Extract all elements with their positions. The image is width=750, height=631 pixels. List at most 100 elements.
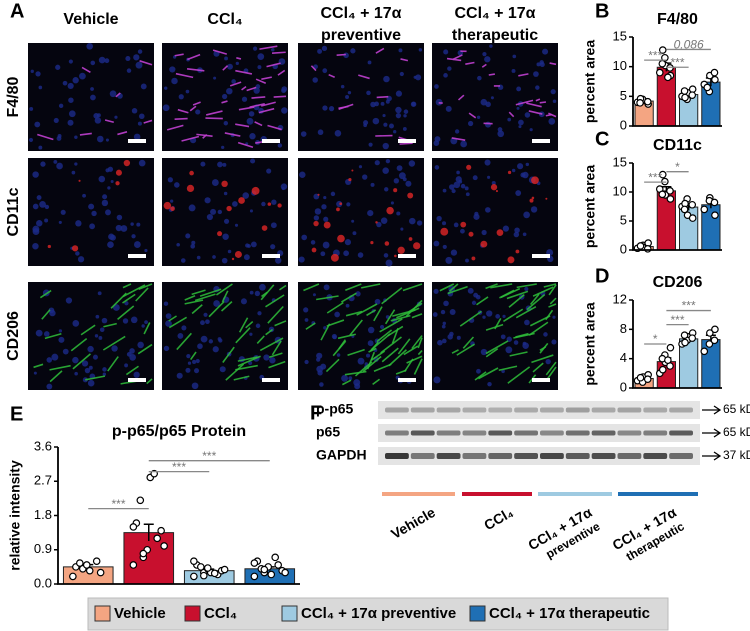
scale-bar [398,378,416,382]
stain [115,92,121,98]
nucleus [507,117,512,122]
nucleus [250,158,256,164]
significance-label: 0.086 [674,38,704,52]
stain [235,364,258,371]
row-label: CD206 [5,311,22,361]
y-tick-label: 10 [613,58,627,73]
nucleus [385,259,393,267]
stain [413,242,421,250]
nucleus [53,117,59,123]
blot-band [462,453,487,459]
stain [246,86,257,92]
stain [535,98,541,102]
stain [217,231,223,237]
stain [268,352,283,358]
nucleus [79,72,86,80]
nucleus [382,167,389,174]
nucleus [476,368,481,374]
stain [375,47,385,54]
nucleus [501,369,505,374]
stain [138,283,153,290]
stain [33,363,44,369]
blot-band [385,453,409,459]
nucleus [107,166,114,172]
nucleus [200,320,205,326]
nucleus [133,54,140,61]
stain [267,124,282,131]
nucleus [169,66,176,73]
y-tick-label: 0 [620,117,627,132]
nucleus [30,69,34,73]
nucleus [453,222,459,228]
nucleus [434,84,439,89]
nucleus [472,175,478,181]
nucleus [130,316,138,324]
stain [174,53,184,57]
nucleus [126,68,132,73]
stain [373,306,383,322]
stain [408,237,413,241]
nucleus [367,209,374,217]
panel-letter: D [595,265,609,287]
stain [125,365,139,376]
nucleus [223,218,230,224]
group-label: CCl₄ [481,504,516,533]
nucleus [515,190,522,196]
data-point [680,87,689,95]
nucleus [448,184,455,190]
nucleus [502,314,506,319]
nucleus [74,371,78,376]
nucleus [376,221,382,228]
nucleus [322,105,328,111]
nucleus [165,320,172,327]
scale-bar [532,378,550,382]
nucleus [223,191,228,196]
scale-bar [262,378,280,382]
nucleus [409,217,416,225]
data-point [129,523,138,531]
nucleus [399,71,404,77]
nucleus [300,131,307,137]
nucleus [523,211,530,219]
stain [337,333,356,340]
stain [137,343,153,355]
nucleus [467,120,474,127]
stain [229,81,242,87]
stain [234,250,242,258]
arrow [702,428,722,438]
significance-label: *** [670,313,684,327]
stain [184,299,204,305]
stain [446,57,462,62]
nucleus [443,300,449,307]
nucleus [535,85,540,90]
nucleus [481,229,487,236]
stain [237,355,261,367]
nucleus [35,71,41,77]
row-label: F4/80 [5,76,22,117]
nucleus [374,160,380,166]
nucleus [512,54,517,59]
nucleus [98,175,106,183]
blot-strip [378,424,700,442]
nucleus [514,227,520,234]
y-axis-label: relative intensity [7,460,23,571]
nucleus [416,220,423,226]
micrograph [432,158,558,266]
stain [265,294,285,308]
stain [386,206,394,215]
blot-band [436,430,461,436]
nucleus [195,109,201,115]
data-point [281,568,289,577]
nucleus [518,125,522,129]
nucleus [320,251,326,257]
nucleus [185,89,190,94]
data-point [666,343,675,352]
nucleus [32,203,39,210]
nucleus [269,357,276,364]
nucleus [533,71,539,77]
nucleus [442,188,447,193]
stain [206,110,223,116]
stain [225,363,245,381]
stain [37,133,54,141]
stain [341,379,352,386]
